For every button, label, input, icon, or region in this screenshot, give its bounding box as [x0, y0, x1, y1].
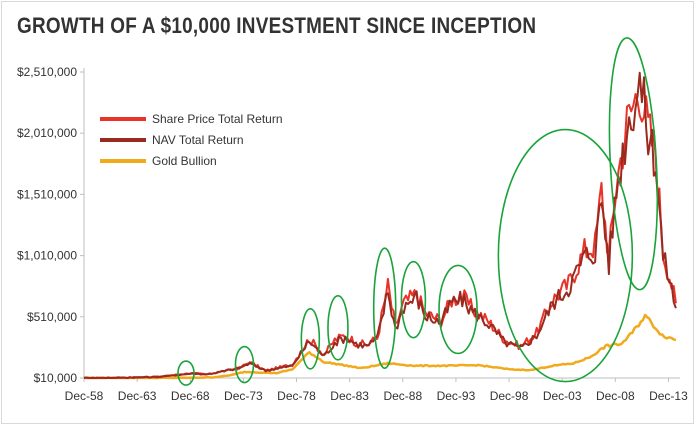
highlight-ellipse: [400, 260, 427, 339]
legend-label: NAV Total Return: [152, 133, 244, 147]
highlight-ellipse: [327, 295, 349, 361]
series-line-gold-bullion: [83, 313, 677, 380]
x-tick-label: Dec-98: [490, 389, 529, 403]
y-tick-label: $10,000: [34, 371, 78, 385]
x-tick-label: Dec-88: [383, 389, 422, 403]
x-tick-label: Dec-08: [596, 389, 635, 403]
x-tick-label: Dec-68: [171, 389, 210, 403]
highlight-ellipse: [300, 308, 321, 370]
highlight-ellipse: [608, 37, 659, 291]
highlight-ellipse: [372, 247, 397, 370]
highlight-ellipse: [438, 264, 478, 355]
x-tick-label: Dec-13: [649, 389, 688, 403]
x-tick-label: Dec-63: [118, 389, 157, 403]
highlight-ellipse: [234, 345, 255, 384]
y-tick-label: $2,010,000: [17, 126, 77, 140]
x-tick-label: Dec-83: [330, 389, 369, 403]
highlight-ellipse: [497, 128, 634, 383]
legend-label: Share Price Total Return: [152, 112, 283, 126]
highlight-ellipse: [177, 360, 195, 386]
x-tick-label: Dec-58: [65, 389, 104, 403]
y-tick-label: $510,000: [27, 310, 77, 324]
chart-title: GROWTH OF A $10,000 INVESTMENT SINCE INC…: [17, 13, 537, 38]
y-tick-label: $2,510,000: [17, 65, 77, 79]
series-line-nav-total-return: [83, 71, 677, 379]
y-tick-label: $1,010,000: [17, 249, 77, 263]
x-tick-label: Dec-73: [224, 389, 263, 403]
x-tick-label: Dec-03: [543, 389, 582, 403]
x-tick-label: Dec-78: [277, 389, 316, 403]
x-tick-label: Dec-93: [437, 389, 476, 403]
y-tick-label: $1,510,000: [17, 187, 77, 201]
legend-label: Gold Bullion: [152, 154, 217, 168]
